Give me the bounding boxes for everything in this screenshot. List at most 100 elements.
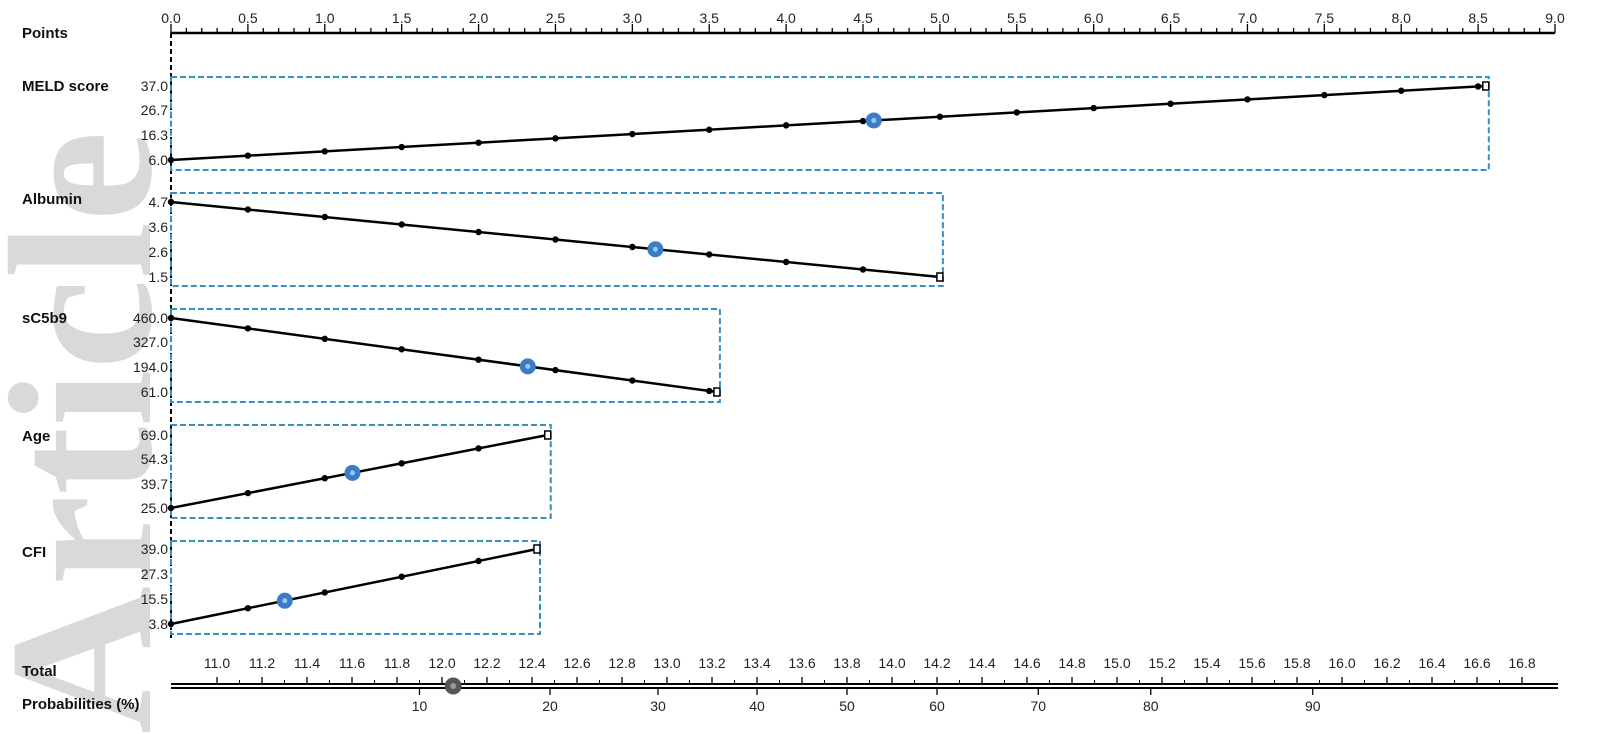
points-tick-label: 5.5 [1007, 10, 1027, 26]
variable-scale-dot [936, 113, 944, 120]
selected-value-marker-center [525, 363, 531, 369]
variable-range-box [170, 192, 944, 287]
variable-scale-dot [782, 258, 790, 266]
probability-tick-label: 90 [1305, 698, 1321, 714]
variable-scale-dot [552, 236, 559, 243]
variable-tick-label: 2.6 [149, 244, 169, 260]
total-tick-label: 15.6 [1238, 655, 1265, 671]
variable-scale-end [533, 544, 541, 554]
variable-tick-label: 4.7 [149, 194, 169, 210]
variable-scale-dot [321, 213, 328, 221]
points-tick-label: 3.0 [623, 10, 643, 26]
variable-scale-dot [1244, 96, 1251, 103]
points-tick-label: 3.5 [699, 10, 719, 26]
variable-scale-line [170, 547, 538, 626]
variable-scale-dot [859, 117, 867, 125]
points-axis-title: Points [22, 25, 68, 42]
points-tick-label: 8.5 [1468, 10, 1488, 26]
selected-value-marker-center [282, 598, 288, 604]
variable-scale-dot [1013, 109, 1020, 116]
variable-scale-dot [244, 206, 252, 213]
variable-scale-dot [706, 251, 713, 258]
variable-scale-dot [398, 346, 405, 353]
points-tick-label: 4.0 [776, 10, 796, 26]
points-tick-label: 0.0 [161, 10, 181, 26]
variable-tick-label: 26.7 [141, 102, 168, 118]
points-tick-label: 6.5 [1161, 10, 1181, 26]
variable-scale-dot [398, 143, 405, 151]
variable-scale-dot [1474, 83, 1482, 90]
total-tick-label: 11.8 [384, 655, 410, 671]
probability-tick-label: 20 [542, 698, 558, 714]
total-tick-label: 16.6 [1463, 655, 1490, 671]
selected-value-marker-center [871, 117, 877, 123]
variable-tick-label: 15.5 [141, 591, 168, 607]
total-tick-label: 12.2 [473, 655, 500, 671]
selected-value-marker-center [349, 470, 355, 476]
total-tick-label: 14.8 [1058, 655, 1085, 671]
variable-scale-dot [167, 504, 175, 512]
variable-scale-dot [629, 243, 636, 251]
points-tick-label: 9.0 [1545, 10, 1565, 26]
variable-scale-dot [629, 130, 636, 138]
variable-tick-label: 54.3 [141, 451, 168, 467]
total-tick-label: 13.8 [833, 655, 860, 671]
variable-label: sC5b9 [22, 310, 67, 327]
variable-scale-dot [1321, 91, 1328, 99]
variable-scale-dot [782, 122, 790, 129]
probability-tick-label: 80 [1143, 698, 1159, 714]
total-tick-label: 13.0 [653, 655, 680, 671]
variable-label: MELD score [22, 78, 109, 95]
variable-scale-dot [475, 356, 482, 363]
total-axis-title: Total [22, 663, 57, 680]
variable-scale-dot [398, 573, 405, 580]
variable-tick-label: 61.0 [141, 384, 168, 400]
variable-scale-line [170, 316, 718, 394]
probability-tick-label: 10 [412, 698, 428, 714]
points-tick-label: 5.0 [930, 10, 950, 26]
variable-scale-line [170, 84, 1486, 162]
variable-tick-label: 1.5 [149, 269, 169, 285]
total-tick-label: 15.2 [1148, 655, 1175, 671]
variable-tick-label: 39.0 [141, 541, 168, 557]
points-tick-label: 4.5 [853, 10, 873, 26]
variable-scale-dot [706, 126, 713, 133]
total-tick-label: 13.6 [788, 655, 815, 671]
variable-scale-dot [167, 314, 175, 322]
variable-scale-dot [244, 152, 252, 159]
total-tick-label: 12.8 [608, 655, 635, 671]
total-tick-label: 13.2 [698, 655, 725, 671]
points-tick-label: 7.5 [1315, 10, 1335, 26]
variable-scale-dot [321, 589, 328, 596]
variable-tick-label: 327.0 [133, 334, 168, 350]
total-tick-label: 13.4 [743, 655, 770, 671]
variable-scale-dot [167, 620, 175, 628]
variable-range-box [170, 308, 721, 403]
variable-tick-label: 16.3 [141, 127, 168, 143]
watermark-text: Article [0, 131, 195, 734]
variable-scale-dot [475, 139, 482, 146]
variable-scale-dot [244, 489, 252, 497]
variable-range-box [170, 540, 541, 635]
points-tick-label: 1.5 [392, 10, 412, 26]
points-tick-label: 7.0 [1238, 10, 1258, 26]
total-tick-label: 14.6 [1013, 655, 1040, 671]
variable-scale-dot [321, 335, 328, 343]
total-tick-label: 16.2 [1373, 655, 1400, 671]
variable-scale-dot [706, 387, 713, 395]
variable-scale-dot [475, 228, 482, 236]
variable-tick-label: 3.6 [149, 219, 169, 235]
variable-scale-dot [321, 148, 328, 155]
variable-label: CFI [22, 544, 46, 561]
variable-tick-label: 194.0 [133, 359, 168, 375]
variable-tick-label: 6.0 [149, 152, 169, 168]
variable-scale-dot [398, 221, 405, 228]
variable-scale-dot [552, 135, 559, 142]
probability-tick-label: 30 [650, 698, 666, 714]
total-tick-label: 16.4 [1418, 655, 1445, 671]
total-tick-label: 11.2 [249, 655, 275, 671]
variable-label: Age [22, 428, 50, 445]
variable-scale-dot [475, 445, 482, 452]
variable-scale-dot [398, 460, 405, 467]
